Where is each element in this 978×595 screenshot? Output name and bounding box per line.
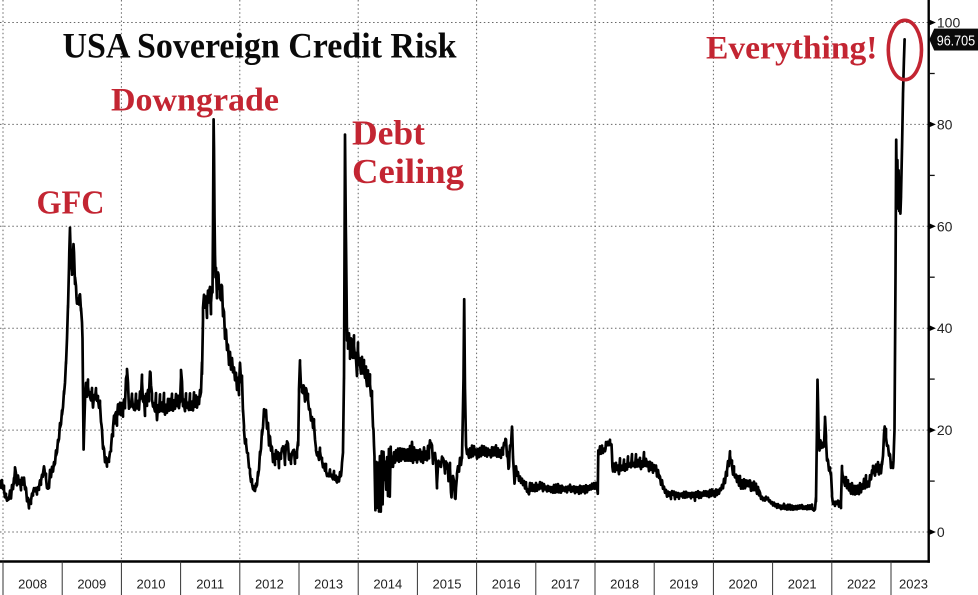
svg-text:GFC: GFC <box>37 185 105 222</box>
svg-text:2023: 2023 <box>899 577 928 592</box>
svg-text:2021: 2021 <box>788 577 817 592</box>
svg-text:2019: 2019 <box>669 577 698 592</box>
svg-text:2011: 2011 <box>196 577 224 592</box>
svg-text:2010: 2010 <box>137 577 166 592</box>
svg-text:2012: 2012 <box>255 577 284 592</box>
svg-text:Everything!: Everything! <box>706 31 878 67</box>
svg-text:20: 20 <box>937 422 953 438</box>
svg-text:0: 0 <box>937 524 945 540</box>
svg-text:2015: 2015 <box>433 577 462 592</box>
svg-text:Ceiling: Ceiling <box>352 152 465 191</box>
svg-text:2008: 2008 <box>18 577 47 592</box>
svg-text:2018: 2018 <box>610 577 639 592</box>
svg-text:2013: 2013 <box>314 577 343 592</box>
svg-text:2014: 2014 <box>373 577 402 592</box>
svg-text:100: 100 <box>937 15 961 31</box>
svg-text:USA Sovereign Credit Risk: USA Sovereign Credit Risk <box>63 26 457 66</box>
svg-text:80: 80 <box>937 116 953 132</box>
svg-text:2016: 2016 <box>492 577 521 592</box>
svg-text:2017: 2017 <box>551 577 580 592</box>
svg-text:40: 40 <box>937 320 953 336</box>
svg-text:2020: 2020 <box>729 577 758 592</box>
svg-text:60: 60 <box>937 218 953 234</box>
svg-text:Downgrade: Downgrade <box>111 83 279 119</box>
svg-text:2022: 2022 <box>847 577 876 592</box>
svg-text:96.705: 96.705 <box>937 32 976 49</box>
svg-text:2009: 2009 <box>77 577 106 592</box>
svg-text:Debt: Debt <box>352 114 425 153</box>
